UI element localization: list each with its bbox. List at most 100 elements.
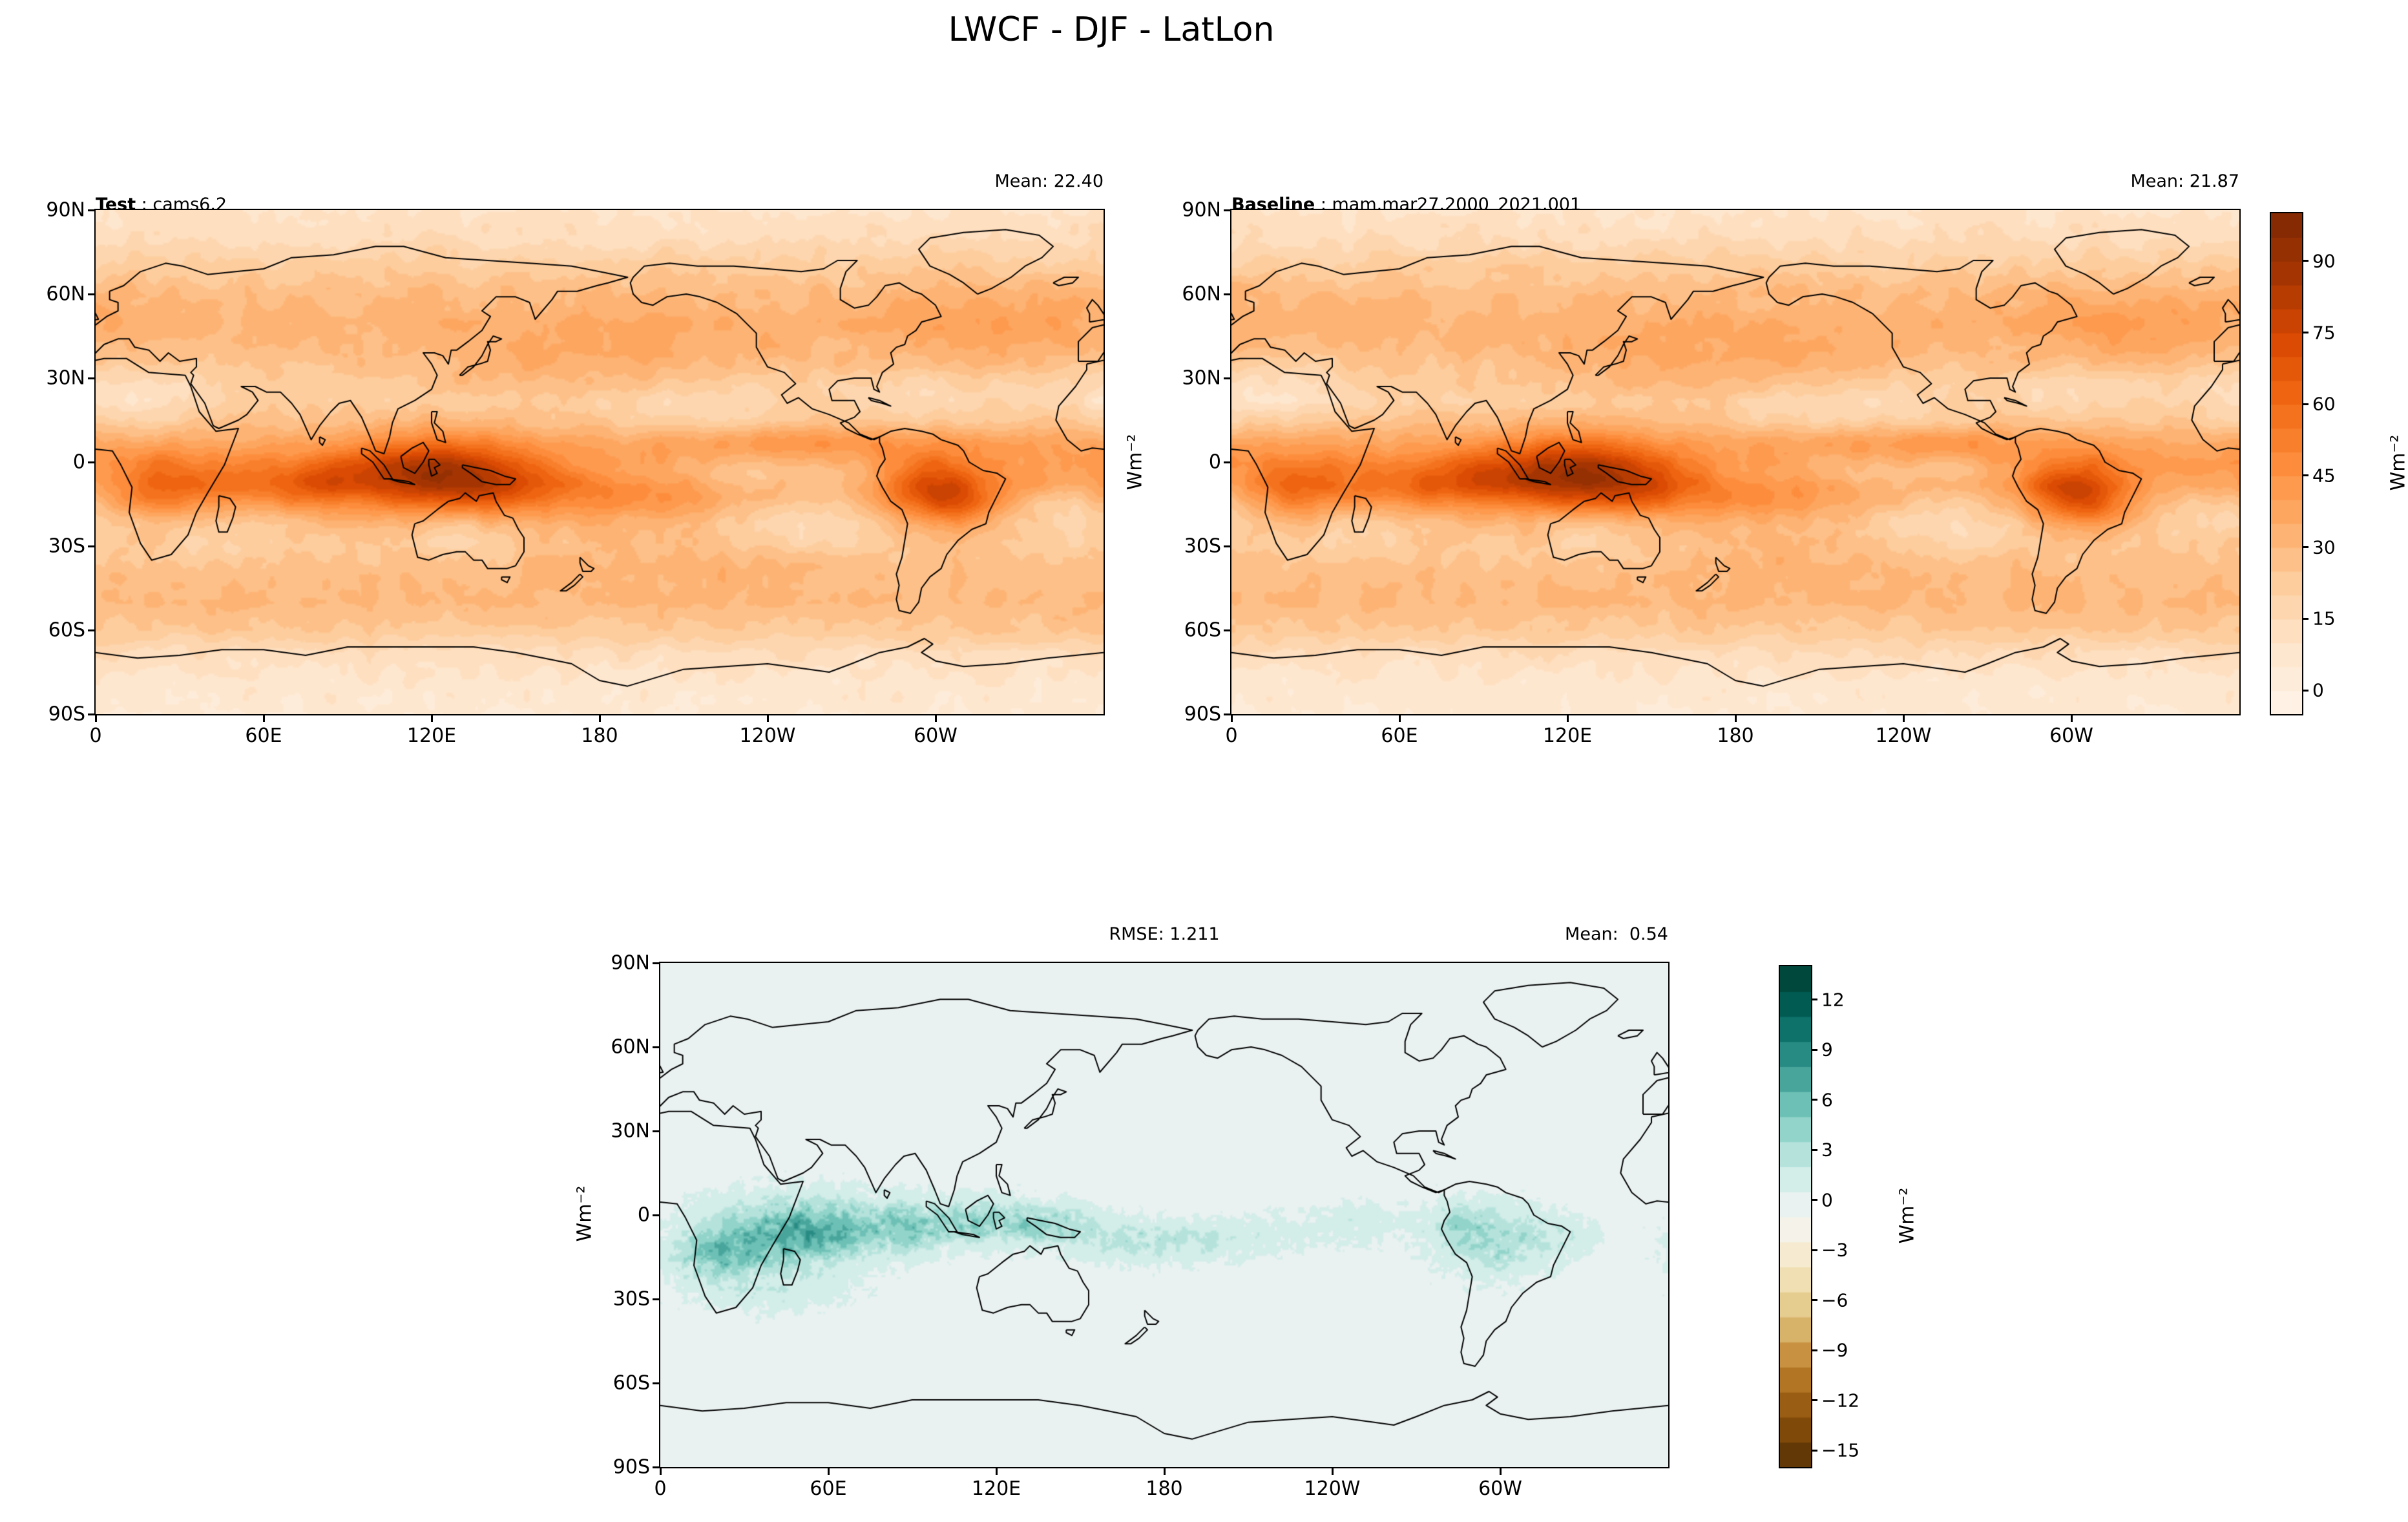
y-tick-label: 0	[72, 450, 85, 474]
x-tick-mark	[1163, 1467, 1166, 1475]
x-tick-mark	[1902, 714, 1905, 722]
colorbar-absolute: 90 75 60 45 30 15 0	[2270, 212, 2336, 715]
x-tick-mark	[2070, 714, 2073, 722]
coastline-canvas	[96, 210, 1104, 714]
colorbar-tick-mark	[1811, 1148, 1817, 1151]
x-tick-label: 180	[1146, 1477, 1183, 1500]
y-tick-label: 0	[637, 1203, 650, 1227]
x-tick-mark	[995, 1467, 998, 1475]
x-tick-label: 60W	[1478, 1477, 1522, 1500]
y-tick-label: 60S	[612, 1371, 650, 1395]
stat-mean: Mean: 21.87	[2130, 171, 2239, 191]
colorbar-difference: 12 9 6 3 0 −3 −6 −9 −12 −15	[1779, 965, 1859, 1468]
y-tick-label: 0	[1208, 450, 1221, 474]
y-tick-mark	[1224, 713, 1231, 715]
x-tick-label: 0	[654, 1477, 667, 1500]
y-tick-mark	[88, 293, 96, 295]
colorbar-tick-label: 0	[2312, 679, 2324, 701]
x-tick-label: 120W	[1304, 1477, 1361, 1500]
colorbar-tick-label: 3	[1821, 1139, 1833, 1161]
y-tick-label: 30N	[46, 366, 85, 390]
map-diff: 0 60E 120E 180 120W 60W 90N 60N 30N 0 30S 60S 90S	[611, 952, 1670, 1500]
y-tick-mark	[1224, 377, 1231, 379]
x-tick-label: 60W	[2049, 724, 2093, 747]
map-baseline: 0 60E 120E 180 120W 60W 90N 60N 30N 0 30S 60S 90S	[1182, 199, 2241, 747]
colorbar-tick-mark	[1811, 1048, 1817, 1051]
colorbar-tick-mark	[2302, 689, 2309, 692]
y-tick-mark	[653, 1298, 660, 1300]
x-tick-mark	[1734, 714, 1737, 722]
colorbar-tick-mark	[1811, 1349, 1817, 1351]
colorbar-gradient-canvas	[2271, 213, 2302, 714]
x-tick-mark	[262, 714, 265, 722]
colorbar-tick-label: 60	[2312, 393, 2336, 415]
y-tick-mark	[88, 545, 96, 547]
x-tick-mark	[1331, 1467, 1334, 1475]
colorbar-tick-mark	[1811, 999, 1817, 1001]
y-tick-label: 90N	[1182, 198, 1221, 222]
x-tick-label: 0	[89, 724, 102, 747]
y-tick-mark	[1224, 545, 1231, 547]
coastline-canvas	[1231, 210, 2239, 714]
y-tick-label: 90N	[46, 198, 85, 222]
y-tick-mark	[88, 629, 96, 631]
y-tick-label: 60N	[1182, 282, 1221, 306]
colorbar-tick-mark	[2302, 332, 2309, 334]
colorbar-tick-mark	[2302, 260, 2309, 262]
colorbar-tick-label: −6	[1821, 1289, 1848, 1311]
y-tick-mark	[653, 1214, 660, 1216]
x-tick-mark	[1566, 714, 1569, 722]
colorbar-tick-mark	[1811, 1199, 1817, 1201]
y-tick-label: 30S	[1184, 534, 1221, 558]
coastline-canvas	[660, 963, 1668, 1467]
y-tick-mark	[653, 1466, 660, 1468]
colorbar-tick-label: −12	[1821, 1390, 1860, 1411]
colorbar-gradient-canvas	[1780, 966, 1811, 1467]
colorbar-tick-label: 9	[1821, 1039, 1833, 1061]
x-tick-mark	[934, 714, 937, 722]
colorbar-tick-mark	[1811, 1099, 1817, 1101]
y-tick-mark	[88, 377, 96, 379]
y-tick-mark	[1224, 209, 1231, 211]
colorbar-tick-mark	[2302, 474, 2309, 477]
colorbar-tick-label: 12	[1821, 989, 1845, 1011]
y-tick-mark	[653, 1130, 660, 1132]
y-tick-mark	[88, 713, 96, 715]
colorbar-tick-label: 75	[2312, 322, 2336, 344]
x-tick-label: 120W	[739, 724, 796, 747]
colorbar-tick-mark	[1811, 1299, 1817, 1302]
colorbar-tick-label: −3	[1821, 1239, 1848, 1261]
colorbar-difference-units-label: Wm⁻²	[1896, 1187, 1919, 1244]
x-tick-label: 120E	[971, 1477, 1021, 1500]
colorbar-tick-label: 0	[1821, 1189, 1833, 1211]
x-tick-mark	[827, 1467, 830, 1475]
y-tick-mark	[1224, 629, 1231, 631]
x-tick-label: 120E	[1542, 724, 1593, 747]
colorbar-tick-label: 6	[1821, 1089, 1833, 1111]
y-tick-label: 60S	[1184, 618, 1221, 642]
x-tick-mark	[94, 714, 97, 722]
colorbar-tick-mark	[1811, 1399, 1817, 1402]
y-tick-label: 30N	[1182, 366, 1221, 390]
colorbar-tick-label: −15	[1821, 1439, 1860, 1461]
y-tick-label: 60N	[46, 282, 85, 306]
x-tick-mark	[598, 714, 601, 722]
y-tick-label: 90S	[612, 1455, 650, 1479]
y-tick-label: 90N	[611, 951, 650, 975]
colorbar-tick-label: 15	[2312, 608, 2336, 629]
y-tick-mark	[88, 461, 96, 463]
y-tick-mark	[653, 1382, 660, 1384]
y-tick-label: 30N	[611, 1119, 650, 1143]
x-tick-mark	[659, 1467, 662, 1475]
colorbar-tick-label: 30	[2312, 536, 2336, 558]
y-tick-mark	[653, 1046, 660, 1048]
x-tick-mark	[1230, 714, 1233, 722]
diff-units-ylabel: Wm⁻²	[573, 1185, 596, 1242]
y-tick-mark	[1224, 461, 1231, 463]
x-tick-label: 60W	[914, 724, 958, 747]
x-tick-mark	[1499, 1467, 1502, 1475]
stat-mean: Mean: 22.40	[994, 171, 1104, 191]
colorbar-tick-mark	[2302, 403, 2309, 405]
rmse-label: RMSE: 1.211	[1109, 924, 1220, 944]
